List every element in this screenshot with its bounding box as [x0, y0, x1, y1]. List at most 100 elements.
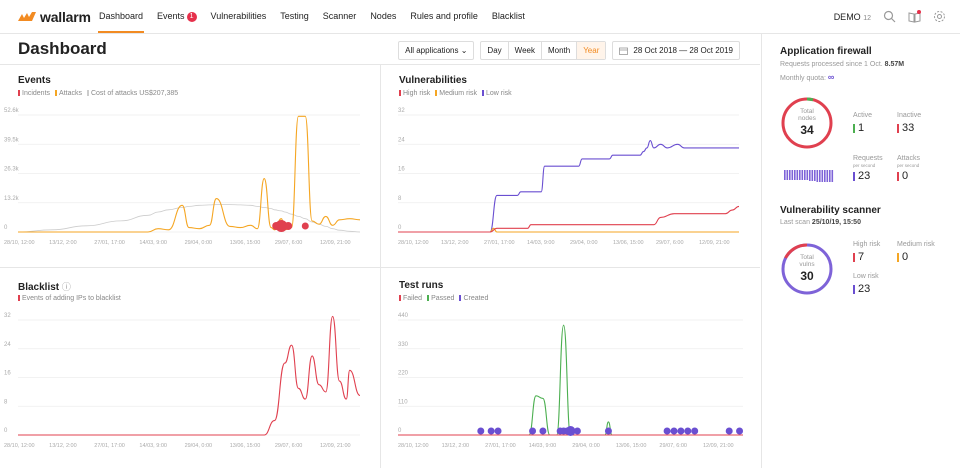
nav-blacklist[interactable]: Blacklist: [485, 0, 532, 33]
events-x-tick-label: 29/07, 6:00: [275, 240, 303, 246]
top-navigation-bar: wallarm Dashboard Events 1 Vulnerabilitie…: [0, 0, 960, 34]
high-risk-label: High risk: [853, 241, 881, 248]
active-nodes-label: Active: [853, 112, 873, 119]
gear-icon[interactable]: [933, 10, 946, 23]
nav-testing-label: Testing: [280, 11, 309, 21]
testruns-created-marker: [736, 427, 744, 435]
period-year[interactable]: Year: [577, 42, 606, 59]
nav-events[interactable]: Events 1: [150, 0, 204, 33]
right-sidebar: Application firewall Requests processed …: [761, 34, 960, 468]
blacklist-line: [17, 315, 361, 436]
requests-sparkline: [784, 170, 834, 182]
info-icon[interactable]: ⓘ: [61, 282, 71, 292]
testruns-created-marker: [539, 427, 547, 435]
inactive-nodes-stat: Inactive 33: [897, 112, 921, 134]
vulns-x-tick-label: 13/06, 15:00: [613, 240, 644, 246]
legend-high-risk-label: High risk: [403, 90, 431, 97]
nav-rules-and-profile[interactable]: Rules and profile: [403, 0, 485, 33]
vulns-ring-label: Total vulns 30: [780, 254, 834, 283]
legend-low-risk-label: Low risk: [485, 90, 512, 97]
nav-dashboard[interactable]: Dashboard: [92, 0, 150, 33]
period-day[interactable]: Day: [481, 42, 509, 59]
vulns-x-tick-label: 12/09, 21:00: [699, 240, 730, 246]
application-select[interactable]: All applications ⌄: [398, 41, 475, 60]
testruns-created-marker: [477, 427, 485, 435]
blacklist-y-tick-label: 0: [4, 428, 8, 434]
vulns-x-tick-label: 28/10, 12:00: [398, 240, 429, 246]
legend-cost-label: Cost of attacks US$207,385: [90, 90, 179, 97]
dashboard-controls: All applications ⌄ Day Week Month Year 2…: [398, 41, 740, 60]
page-title: Dashboard: [18, 39, 107, 58]
testruns-passed-line: [397, 324, 743, 436]
blacklist-title: Blacklist ⓘ: [18, 280, 71, 293]
events-attacks-line: [18, 115, 361, 233]
active-nodes-stat: Active 1: [853, 112, 872, 134]
events-title: Events: [18, 75, 51, 86]
testruns-y-tick-label: 220: [398, 371, 409, 377]
testruns-y-tick-label: 330: [398, 342, 409, 348]
vulnerabilities-chart[interactable]: 0 8 16 24 32 28/10, 12:00 13/12, 2:00 27/01, 17…: [381, 105, 760, 267]
legend-attacks-label: Attacks: [59, 90, 82, 97]
blacklist-x-tick-label: 13/06, 15:00: [230, 443, 261, 449]
events-chart[interactable]: 0 13.2k 26.3k 39.5k 52.6k 28/10, 12:00 13/12, …: [0, 105, 380, 267]
events-legend: Incidents Attacks Cost of attacks US$207…: [18, 90, 178, 97]
last-scan: Last scan 25/10/19, 15:50: [780, 219, 861, 226]
nav-nodes-label: Nodes: [370, 11, 397, 21]
legend-medium-risk: Medium risk: [435, 90, 477, 97]
testruns-y-tick-label: 440: [398, 313, 409, 319]
vulns-x-tick-label: 29/04, 0:00: [570, 240, 598, 246]
legend-passed-label: Passed: [431, 295, 455, 302]
blacklist-x-tick-label: 12/09, 21:00: [320, 443, 351, 449]
attacks-value: 0: [902, 170, 909, 182]
nav-nodes[interactable]: Nodes: [363, 0, 403, 33]
date-range-value: 28 Oct 2018 — 28 Oct 2019: [633, 46, 733, 55]
testruns-x-tick-label: 29/07, 6:00: [659, 443, 687, 449]
blacklist-x-tick-label: 14/03, 9:00: [139, 443, 167, 449]
testruns-created-marker: [725, 427, 733, 435]
attacks-per-second-stat: Attacks per second 0: [897, 155, 920, 182]
testruns-created-marker: [691, 427, 699, 435]
vulnerabilities-panel: Vulnerabilities High risk Medium risk Lo…: [381, 65, 760, 267]
period-month[interactable]: Month: [542, 42, 578, 59]
nav-scanner[interactable]: Scanner: [316, 0, 364, 33]
legend-blacklist: Events of adding IPs to blacklist: [18, 295, 121, 302]
nav-testing[interactable]: Testing: [273, 0, 316, 33]
vulns-x-tick-label: 13/12, 2:00: [441, 240, 469, 246]
wallarm-logo[interactable]: wallarm: [18, 9, 91, 25]
testruns-created-marker: [565, 426, 576, 436]
testruns-created-marker: [670, 427, 678, 435]
total-nodes-value: 34: [800, 123, 814, 137]
blacklist-legend: Events of adding IPs to blacklist: [18, 295, 121, 302]
low-risk-label: Low risk: [853, 273, 879, 280]
testruns-created-marker: [663, 427, 671, 435]
blacklist-y-tick-label: 8: [4, 399, 8, 405]
vulns-medium-risk-line: [398, 227, 739, 233]
events-y-tick-label: 0: [4, 225, 8, 231]
requests-processed-label: Requests processed since 1 Oct.: [780, 61, 883, 68]
testruns-chart[interactable]: 0 110 220 330 440 28/10, 12:00 13/12, 2:00 27/0…: [381, 310, 760, 468]
testruns-created-marker: [529, 427, 537, 435]
vulns-ring-label-1: Total: [800, 254, 814, 261]
account-area: DEMO 12: [834, 0, 946, 33]
account-switcher[interactable]: DEMO 12: [834, 12, 871, 22]
legend-failed: Failed: [399, 295, 422, 302]
blacklist-x-tick-label: 13/12, 2:00: [49, 443, 77, 449]
search-icon[interactable]: [883, 10, 896, 23]
testruns-created-marker: [494, 427, 502, 435]
date-range-picker[interactable]: 28 Oct 2018 — 28 Oct 2019: [612, 41, 740, 60]
period-week[interactable]: Week: [509, 42, 542, 59]
nav-rules-label: Rules and profile: [410, 11, 478, 21]
last-scan-value: 25/10/19, 15:50: [811, 219, 861, 226]
testruns-created-marker: [677, 427, 685, 435]
nav-vulnerabilities[interactable]: Vulnerabilities: [204, 0, 274, 33]
events-x-tick-label: 27/01, 17:00: [94, 240, 125, 246]
dashboard-main: Dashboard All applications ⌄ Day Week Mo…: [0, 34, 760, 468]
book-icon[interactable]: [908, 10, 921, 23]
testruns-x-tick-label: 28/10, 12:00: [398, 443, 429, 449]
testruns-panel: Test runs Failed Passed Created 0 110 220 3…: [381, 268, 760, 468]
requests-value: 23: [858, 170, 871, 182]
blacklist-x-tick-label: 29/07, 6:00: [275, 443, 303, 449]
blacklist-chart[interactable]: 0 8 16 24 32 28/10, 12:00 13/12, 2:00 27/01, 17…: [0, 310, 380, 468]
firewall-title: Application firewall: [780, 46, 872, 57]
events-count-badge: 1: [186, 12, 197, 22]
